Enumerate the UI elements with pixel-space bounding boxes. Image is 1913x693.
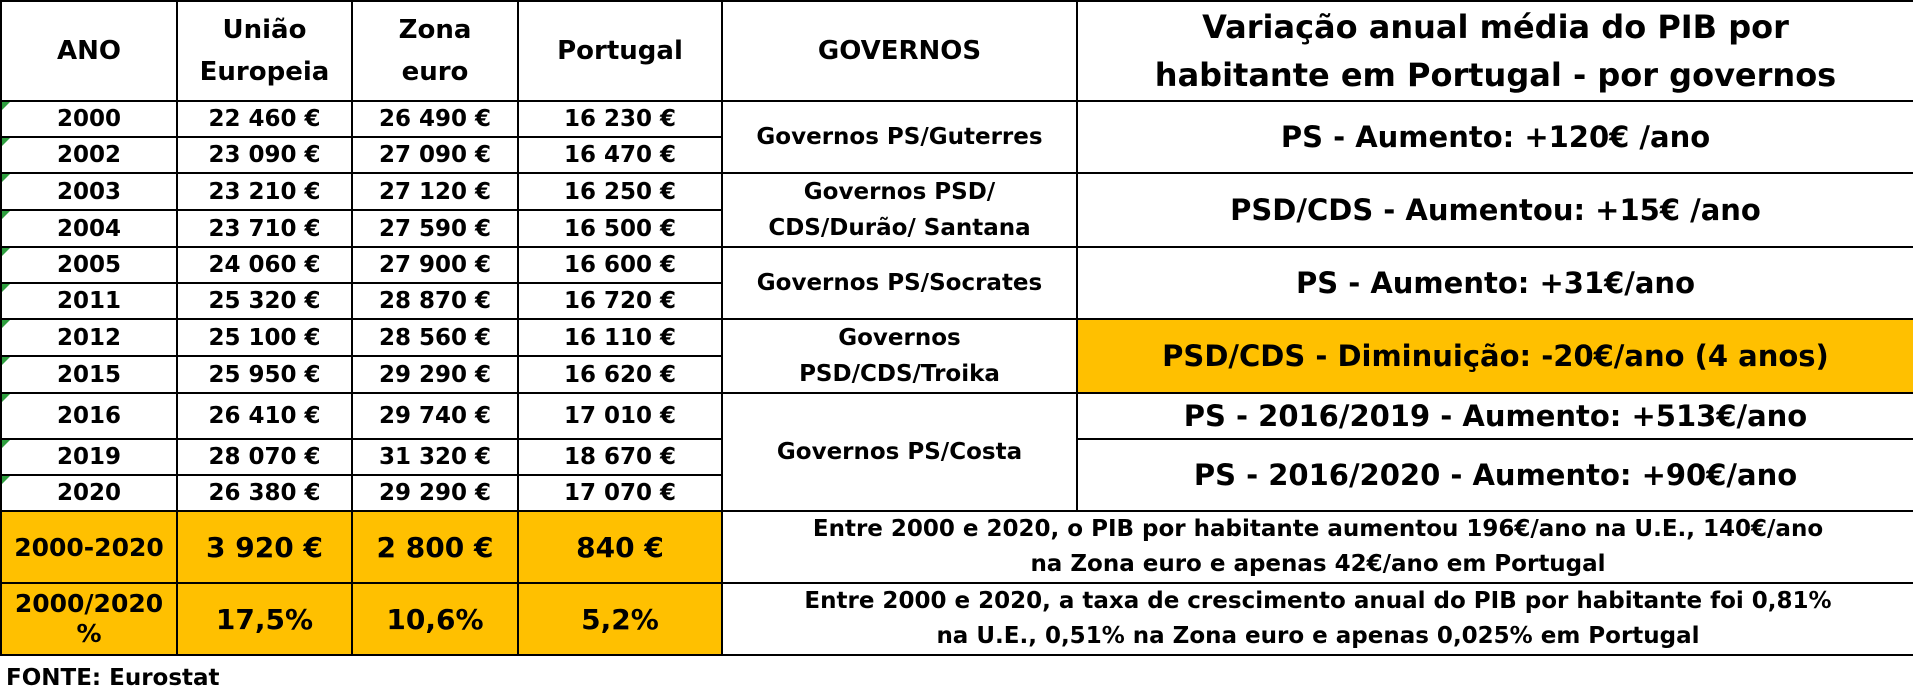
cell-pt: 17 070 € — [517, 474, 723, 512]
cell-euro: 27 090 € — [351, 136, 519, 174]
cell-euro: 27 590 € — [351, 209, 519, 248]
cell-euro: 31 320 € — [351, 438, 519, 476]
var-guterres: PS - Aumento: +120€ /ano — [1076, 100, 1913, 174]
note-taxa: Entre 2000 e 2020, a taxa de crescimento… — [721, 582, 1913, 656]
cell-euro: 28 870 € — [351, 282, 519, 320]
total-ue: 3 920 € — [176, 510, 353, 584]
gov-troika: Governos PSD/CDS/Troika — [721, 318, 1078, 394]
gov-costa: Governos PS/Costa — [721, 392, 1078, 512]
cell-pt: 16 500 € — [517, 209, 723, 248]
cell-pt: 16 250 € — [517, 172, 723, 211]
cell-ano: 2019 — [0, 438, 178, 476]
cell-pt: 16 720 € — [517, 282, 723, 320]
cell-pt: 16 230 € — [517, 100, 723, 138]
total-euro: 2 800 € — [351, 510, 519, 584]
cell-ano: 2016 — [0, 392, 178, 440]
var-costa-2020: PS - 2016/2020 - Aumento: +90€/ano — [1076, 438, 1913, 512]
cell-euro: 27 900 € — [351, 246, 519, 284]
cell-ue: 23 710 € — [176, 209, 353, 248]
marker-triangle — [3, 212, 10, 219]
cell-pt: 16 620 € — [517, 355, 723, 394]
gdp-table: ANO União Europeia Zona euro Portugal GOVE… — [0, 0, 1913, 656]
cell-ue: 26 380 € — [176, 474, 353, 512]
cell-ue: 23 090 € — [176, 136, 353, 174]
var-socrates: PS - Aumento: +31€/ano — [1076, 246, 1913, 320]
marker-triangle — [3, 441, 10, 448]
marker-triangle — [3, 139, 10, 146]
var-costa-2019: PS - 2016/2019 - Aumento: +513€/ano — [1076, 392, 1913, 440]
marker-triangle — [3, 477, 10, 484]
total-pt: 840 € — [517, 510, 723, 584]
cell-pt: 16 110 € — [517, 318, 723, 357]
cell-pt: 18 670 € — [517, 438, 723, 476]
header-variacao: Variação anual média do PIB por habitante… — [1076, 0, 1913, 102]
pct-euro: 10,6% — [351, 582, 519, 656]
header-zona-euro: Zona euro — [351, 0, 519, 102]
header-portugal: Portugal — [517, 0, 723, 102]
cell-euro: 28 560 € — [351, 318, 519, 357]
cell-ano: 2011 — [0, 282, 178, 320]
cell-ano: 2015 — [0, 355, 178, 394]
cell-ano: 2020 — [0, 474, 178, 512]
cell-euro: 29 740 € — [351, 392, 519, 440]
pct-ue: 17,5% — [176, 582, 353, 656]
marker-triangle — [3, 358, 10, 365]
cell-euro: 27 120 € — [351, 172, 519, 211]
cell-ue: 25 320 € — [176, 282, 353, 320]
marker-triangle — [3, 395, 10, 402]
cell-ano: 2002 — [0, 136, 178, 174]
cell-ano: 2004 — [0, 209, 178, 248]
cell-euro: 29 290 € — [351, 474, 519, 512]
header-ue: União Europeia — [176, 0, 353, 102]
marker-triangle — [3, 321, 10, 328]
cell-euro: 29 290 € — [351, 355, 519, 394]
marker-triangle — [3, 249, 10, 256]
note-aumento: Entre 2000 e 2020, o PIB por habitante a… — [721, 510, 1913, 584]
header-ano: ANO — [0, 0, 178, 102]
gov-guterres: Governos PS/Guterres — [721, 100, 1078, 174]
cell-pt: 17 010 € — [517, 392, 723, 440]
cell-ue: 26 410 € — [176, 392, 353, 440]
cell-ue: 22 460 € — [176, 100, 353, 138]
cell-ue: 25 100 € — [176, 318, 353, 357]
pct-label: 2000/2020% — [0, 582, 178, 656]
cell-euro: 26 490 € — [351, 100, 519, 138]
marker-triangle — [3, 285, 10, 292]
var-troika: PSD/CDS - Diminuição: -20€/ano (4 anos) — [1076, 318, 1913, 394]
cell-ue: 23 210 € — [176, 172, 353, 211]
cell-ano: 2003 — [0, 172, 178, 211]
cell-ano: 2000 — [0, 100, 178, 138]
header-governos: GOVERNOS — [721, 0, 1078, 102]
cell-ue: 24 060 € — [176, 246, 353, 284]
cell-ano: 2005 — [0, 246, 178, 284]
gov-socrates: Governos PS/Socrates — [721, 246, 1078, 320]
marker-triangle — [3, 103, 10, 110]
cell-ano: 2012 — [0, 318, 178, 357]
total-label: 2000-2020 — [0, 510, 178, 584]
gov-durao-santana: Governos PSD/CDS/Durão/ Santana — [721, 172, 1078, 248]
cell-ue: 25 950 € — [176, 355, 353, 394]
source-note: FONTE: Eurostat — [6, 665, 220, 691]
pct-pt: 5,2% — [517, 582, 723, 656]
cell-pt: 16 470 € — [517, 136, 723, 174]
cell-ue: 28 070 € — [176, 438, 353, 476]
cell-pt: 16 600 € — [517, 246, 723, 284]
var-durao-santana: PSD/CDS - Aumentou: +15€ /ano — [1076, 172, 1913, 248]
marker-triangle — [3, 175, 10, 182]
